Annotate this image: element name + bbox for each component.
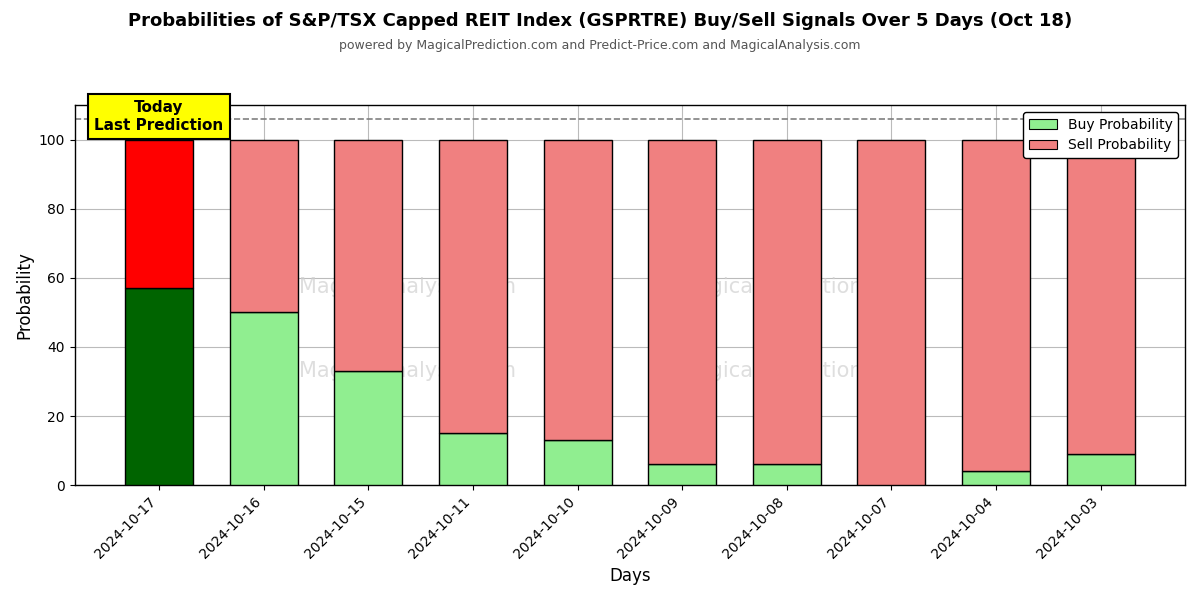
Bar (648, 464, 716, 485)
Bar (857, 140, 925, 485)
Bar (335, 140, 402, 371)
Bar (752, 140, 821, 464)
Text: MagicalPrediction.com: MagicalPrediction.com (679, 361, 913, 381)
Bar (125, 288, 193, 485)
Text: MagicalAnalysis.com: MagicalAnalysis.com (299, 361, 516, 381)
Bar (125, 140, 193, 288)
Bar (544, 440, 612, 485)
Bar (335, 371, 402, 485)
Bar (544, 140, 612, 440)
Bar (439, 140, 506, 433)
X-axis label: Days: Days (610, 567, 650, 585)
Text: powered by MagicalPrediction.com and Predict-Price.com and MagicalAnalysis.com: powered by MagicalPrediction.com and Pre… (340, 38, 860, 52)
Text: Probabilities of S&P/TSX Capped REIT Index (GSPRTRE) Buy/Sell Signals Over 5 Day: Probabilities of S&P/TSX Capped REIT Ind… (128, 12, 1072, 30)
Bar (752, 464, 821, 485)
Bar (229, 140, 298, 313)
Text: MagicalPrediction.com: MagicalPrediction.com (679, 277, 913, 298)
Bar (1067, 454, 1134, 485)
Bar (648, 140, 716, 464)
Y-axis label: Probability: Probability (16, 251, 34, 339)
Bar (229, 313, 298, 485)
Bar (962, 140, 1030, 472)
Legend: Buy Probability, Sell Probability: Buy Probability, Sell Probability (1024, 112, 1178, 158)
Text: Today
Last Prediction: Today Last Prediction (95, 100, 223, 133)
Bar (962, 472, 1030, 485)
Bar (439, 433, 506, 485)
Text: MagicalAnalysis.com: MagicalAnalysis.com (299, 277, 516, 298)
Bar (1067, 140, 1134, 454)
